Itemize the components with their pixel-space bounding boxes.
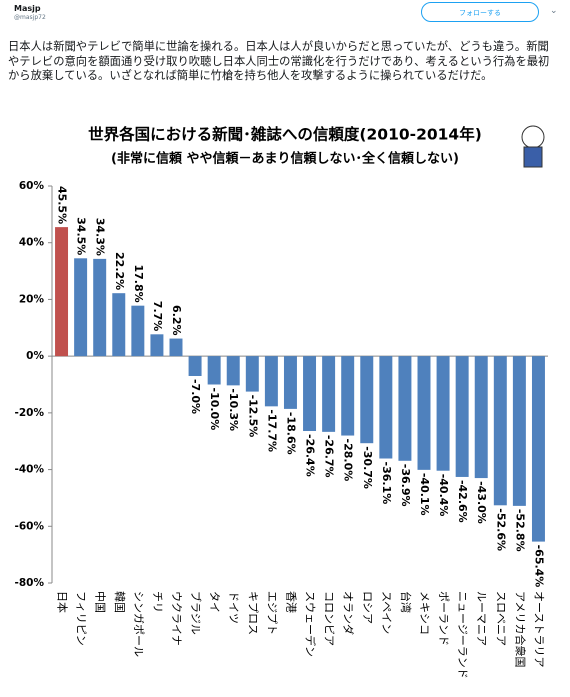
bar [360,356,374,444]
chart-title: 世界各国における新聞･雑誌への信頼度(2010-2014年) [88,125,482,144]
chart-subtitle: (非常に信頼 やや信頼－あまり信頼しない･全く信頼しない) [111,151,459,167]
value-label: -28.0% [342,439,355,482]
x-tick-label: ルーマニア [475,591,488,646]
y-tick-label: 40% [19,237,45,249]
x-tick-label: ウクライナ [170,591,183,646]
x-tick-label: スウェーデン [304,591,318,657]
value-label: -18.6% [284,412,297,455]
bar [493,356,507,506]
value-label: -17.7% [265,409,278,452]
bar [226,356,240,386]
x-tick-label: エジプト [265,591,278,635]
x-tick-label: コロンビア [323,591,336,646]
value-label: 7.7% [151,301,164,332]
value-label: 22.2% [113,252,126,290]
value-label: -7.0% [189,379,202,414]
value-label: -26.7% [323,435,336,478]
tweet-text: 日本人は新聞やテレビで簡単に世論を操れる。日本人は人が良いからだと思っていたが、… [8,40,550,82]
value-label: 45.5% [56,186,69,224]
y-tick-label: -40% [15,464,45,476]
bar [112,293,126,357]
x-tick-label: スペイン [380,591,393,634]
x-tick-label: ドイツ [227,591,240,624]
y-tick-label: 60% [19,180,45,192]
bar [283,356,297,409]
value-label: -52.8% [513,509,526,552]
value-label: -52.6% [494,508,507,551]
mascot [521,125,545,168]
bar [379,356,393,459]
value-label: -40.4% [437,474,450,517]
bar [303,356,317,432]
y-tick-label: 0% [26,350,44,362]
bar [436,356,450,471]
x-tick-label: キプロス [246,591,259,635]
value-label: 6.2% [170,305,183,336]
x-tick-label: タイ [208,591,221,613]
x-tick-label: スロベニア [494,591,507,646]
value-label: -40.1% [418,473,431,516]
bar [417,356,431,470]
x-tick-label: 台湾 [399,591,413,613]
value-label: 34.3% [94,218,107,256]
bar [341,356,355,436]
y-tick-label: -20% [15,407,45,419]
value-label: -10.3% [227,388,240,431]
follow-button[interactable]: フォローする [421,2,539,22]
value-label: -43.0% [475,481,488,524]
value-label: -26.4% [304,434,317,477]
x-tick-label: フィリピン [75,591,88,646]
value-label: -36.1% [380,462,393,505]
x-tick-label: ロシア [361,591,374,624]
x-tick-label: ポーランド [437,591,450,646]
bar [74,258,88,357]
value-label: 17.8% [132,264,145,302]
user-name[interactable]: Masjp [14,4,41,13]
x-tick-label: ニュージーランド [456,591,469,679]
value-label: -12.5% [246,395,259,438]
bar [455,356,469,477]
bar [322,356,336,432]
y-tick-label: 20% [19,293,45,305]
value-label: -65.4% [532,545,545,588]
bar [531,356,545,542]
x-tick-label: チリ [151,591,164,613]
value-label: -30.7% [361,446,374,489]
x-tick-label: メキシコ [418,591,431,635]
bar [150,334,164,357]
x-tick-label: シンガポール [132,591,145,657]
x-tick-label: 中国 [94,591,107,613]
bar [207,356,221,385]
value-label: 34.5% [75,217,88,255]
bar [398,356,412,461]
x-tick-label: ブラジル [189,591,203,635]
user-handle[interactable]: @masjp72 [14,14,46,21]
x-tick-label: 日本 [56,591,70,613]
chart: 世界各国における新聞･雑誌への信頼度(2010-2014年) (非常に信頼 やや… [8,115,558,697]
bar [55,227,69,357]
value-label: -42.6% [456,480,469,523]
y-tick-label: -60% [15,520,45,532]
value-label: -10.0% [208,388,221,431]
x-tick-label: オーストラリア [532,591,545,667]
bar [264,356,278,407]
bar [93,258,107,357]
x-tick-label: アメリカ合衆国 [513,591,527,667]
bar [169,338,183,357]
bar [474,356,488,479]
bar [131,305,145,357]
bar [245,356,259,392]
value-label: -36.9% [399,464,412,507]
bar [188,356,202,376]
x-tick-label: 香港 [284,591,297,613]
x-tick-label: 韓国 [113,591,126,613]
x-tick-label: オランダ [342,591,356,635]
bar [512,356,526,506]
y-tick-label: -80% [15,577,45,589]
menu-chevron[interactable]: ⌄ [550,6,558,16]
